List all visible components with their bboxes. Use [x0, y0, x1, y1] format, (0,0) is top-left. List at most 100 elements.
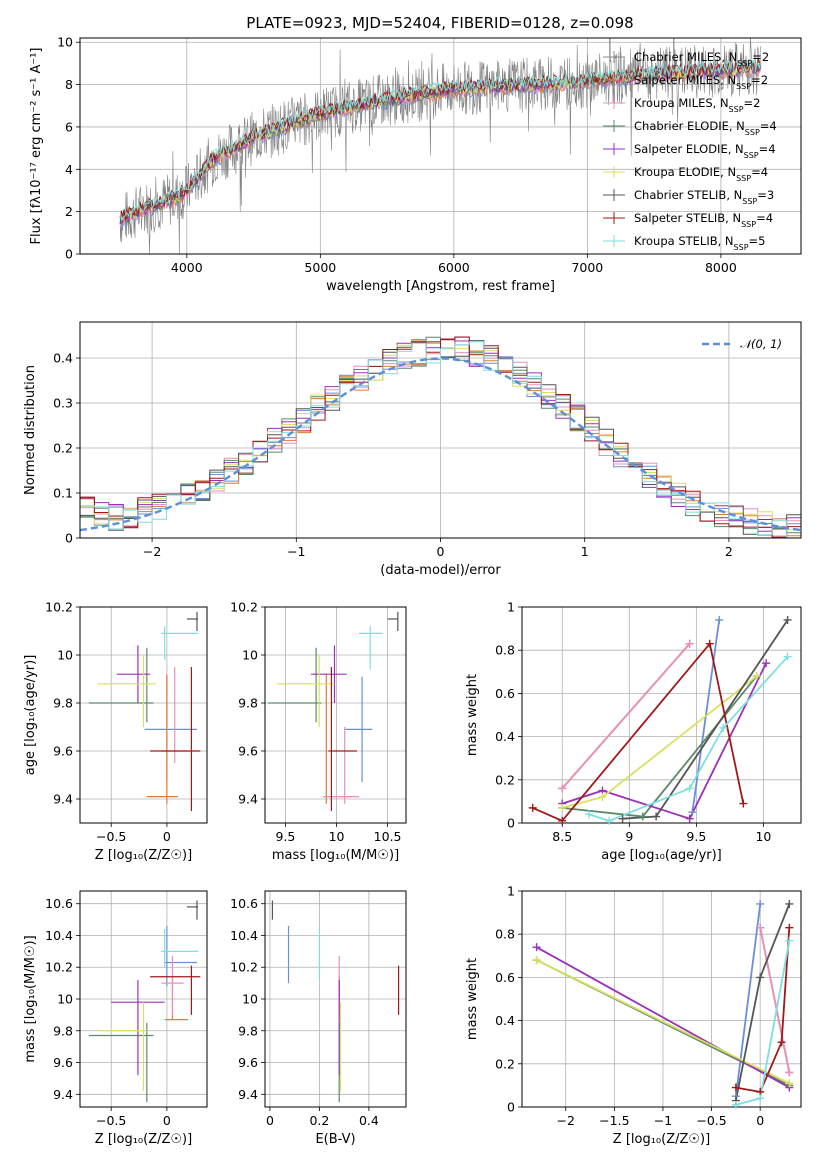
mass_vs_EBV-ytick-label: 10 — [242, 992, 258, 1007]
mass_vs_EBV-ytick-label: 9.4 — [238, 1087, 258, 1102]
mass_vs_Z-ytick-label: 10.6 — [45, 896, 73, 911]
age_vs_Z-ytick-label: 10.2 — [45, 600, 73, 615]
mass_vs_Z-ytick-label: 10.2 — [45, 960, 73, 975]
spectrum-ytick-label: 4 — [65, 162, 73, 177]
weight_vs_age-marker-kroupa_stelib — [605, 816, 614, 825]
weight_vs_age-ytick-label: 0.8 — [495, 643, 515, 658]
mass_vs_EBV-ytick-label: 10.6 — [230, 896, 258, 911]
weight_vs_age-marker-kroupa_miles — [558, 784, 567, 793]
age_vs_mass-grid — [265, 606, 406, 823]
weight_vs_Z-marker-kroupa_elodie — [532, 956, 541, 965]
weight_vs_Z-line-salpeter_stelib — [735, 927, 791, 1093]
residuals-ytick-label: 0.1 — [53, 486, 73, 501]
legend-label-4: Salpeter ELODIE, NSSP=4 — [634, 142, 776, 160]
mass_vs_EBV-ytick-label: 9.6 — [238, 1055, 258, 1070]
weight_vs_age-marker-kroupa_elodie — [752, 672, 761, 681]
weight_vs_age-xlabel: age [log₁₀(age/yr)] — [601, 848, 722, 863]
spectrum-xlabel: wavelength [Angstrom, rest frame] — [326, 279, 555, 294]
weight_vs_Z-line-kroupa_miles — [759, 927, 791, 1073]
weight_vs_age-ytick-label: 0.6 — [495, 686, 515, 701]
weight_vs_Z-marker-salpeter_elodie — [532, 943, 541, 952]
weight_vs_age-marker-kroupa_stelib — [719, 723, 728, 732]
weight_vs_age-ylabel: mass weight — [465, 674, 480, 756]
spectrum-ytick-label: 8 — [65, 77, 73, 92]
mass_vs_Z-ytick-label: 10 — [57, 992, 73, 1007]
age_vs_mass-xtick-label: 9.5 — [275, 829, 295, 844]
spectrum-model-chabrier_stelib — [119, 60, 762, 224]
mass_vs_Z-plot-area — [88, 900, 201, 1103]
residuals-xtick-label: 0 — [437, 544, 445, 559]
weight_vs_Z-marker-chabrier_stelib — [785, 899, 794, 908]
residuals-xtick-label: 2 — [725, 544, 733, 559]
age_vs_Z-frame — [79, 606, 208, 824]
age_vs_mass-frame — [264, 606, 407, 824]
residuals-xtick-label: −1 — [287, 544, 305, 559]
age_vs_Z-xlabel: Z [log₁₀(Z/Z☉)] — [95, 848, 192, 863]
age_vs_mass-xlabel: mass [log₁₀(M/M☉)] — [272, 848, 399, 863]
mass_vs_EBV-xtick-label: 0.2 — [309, 1113, 329, 1128]
weight_vs_Z-marker-kroupa_miles — [756, 923, 765, 932]
weight_vs_age-marker-kroupa_stelib — [585, 810, 594, 819]
spectrum-ytick-label: 2 — [65, 204, 73, 219]
weight_vs_Z-ytick-label: 0.6 — [495, 970, 515, 985]
mass_vs_EBV-plot-area — [271, 900, 400, 1103]
mass_vs_Z-ylabel: mass [log₁₀(M/M☉)] — [23, 935, 38, 1062]
weight_vs_Z-marker-chabrier_stelib — [756, 973, 765, 982]
weight_vs_age-marker-salpeter_elodie — [762, 659, 771, 668]
spectrum-ytick-label: 6 — [65, 119, 73, 134]
spectrum-ylabel: Flux [fλ10⁻¹⁷ erg cm⁻² s⁻¹ A⁻¹] — [29, 48, 44, 245]
weight_vs_age-xtick-label: 10 — [755, 829, 771, 844]
spectrum-data-line — [119, 38, 762, 254]
weight_vs_age-marker-chabrier_stelib — [618, 814, 627, 823]
age_vs_Z-xtick-label: 0 — [163, 829, 171, 844]
mass_vs_EBV-panel: 0 0.2 0.4 9.4 9.6 9.8 10 10.2 10.4 10.6 E(B-V) — [230, 890, 407, 1147]
legend-label-7: Salpeter STELIB, NSSP=4 — [634, 211, 773, 229]
weight_vs_age-marker-salpeter_stelib — [558, 816, 567, 825]
weight_vs_Z-xtick-label: −2 — [557, 1113, 575, 1128]
normal-legend-label: 𝒩(0, 1) — [740, 337, 782, 351]
weight_vs_age-marker-kroupa_miles — [685, 639, 694, 648]
mass_vs_Z-ytick-label: 9.4 — [53, 1087, 73, 1102]
weight_vs_Z-ylabel: mass weight — [465, 958, 480, 1040]
weight_vs_Z-line-salpeter_elodie — [536, 946, 790, 1089]
weight_vs_age-line-salpeter_elodie — [561, 662, 767, 820]
weight_vs_Z-grid — [522, 890, 801, 1108]
mass_vs_Z-ytick-label: 10.4 — [45, 928, 73, 943]
mass_vs_Z-xtick-label: 0 — [163, 1113, 171, 1128]
weight_vs_Z-line-chabrier_miles — [735, 903, 762, 1097]
age_vs_Z-panel: −0.5 0 9.4 9.6 9.8 10 10.2 Z [log₁₀(Z/Z☉)] age [… — [23, 600, 208, 863]
age_vs_mass-ytick-label: 10.2 — [230, 600, 258, 615]
weight_vs_age-ytick-label: 0.4 — [495, 729, 515, 744]
weight_vs_Z-xtick-label: −0.5 — [696, 1113, 726, 1128]
legend-label-5: Kroupa ELODIE, NSSP=4 — [634, 165, 768, 183]
weight_vs_age-ytick-label: 1 — [507, 600, 515, 615]
weight_vs_age-ytick-label: 0.2 — [495, 772, 515, 787]
mass_vs_Z-panel: −0.5 0 9.4 9.6 9.8 10 10.2 10.4 10.6 Z [log₁₀(Z/Z… — [23, 890, 208, 1147]
age_vs_mass-ytick-label: 9.8 — [238, 696, 258, 711]
weight_vs_Z-ytick-label: 0.2 — [495, 1056, 515, 1071]
residuals-xlabel: (data-model)/error — [380, 563, 501, 578]
weight_vs_age-marker-chabrier_miles — [715, 615, 724, 624]
legend-label-2: Kroupa MILES, NSSP=2 — [634, 96, 760, 114]
weight_vs_age-ytick-label: 0 — [507, 816, 515, 831]
spectrum-legend: Chabrier MILES, NSSP=2 Salpeter MILES, NS… — [603, 50, 777, 252]
hist-kroupa_stelib — [80, 341, 801, 538]
residuals-ytick-label: 0 — [65, 531, 73, 546]
legend-label-3: Chabrier ELODIE, NSSP=4 — [634, 119, 777, 137]
legend-label-0: Chabrier MILES, NSSP=2 — [634, 50, 769, 68]
weight_vs_Z-xtick-label: −1 — [654, 1113, 672, 1128]
weight_vs_Z-marker-kroupa_stelib — [731, 1100, 740, 1109]
age_vs_Z-plot-area — [88, 611, 201, 811]
weight_vs_Z-marker-kroupa_miles — [785, 1068, 794, 1077]
spectrum-model-salpeter_elodie — [119, 61, 762, 225]
weight_vs_age-xtick-label: 9 — [625, 829, 633, 844]
age_vs_mass-ytick-label: 9.6 — [238, 744, 258, 759]
mass_vs_EBV-ytick-label: 10.4 — [230, 928, 258, 943]
age_vs_Z-xtick-label: −0.5 — [96, 829, 126, 844]
spectrum-panel: 4000 5000 6000 7000 8000 0 2 4 6 8 10 wavelength [A… — [29, 35, 802, 294]
spectrum-model-salpeter_stelib — [119, 57, 762, 222]
age_vs_Z-ytick-label: 9.6 — [53, 744, 73, 759]
mass_vs_Z-ytick-label: 9.6 — [53, 1055, 73, 1070]
spectrum-xtick-label: 4000 — [171, 260, 203, 275]
